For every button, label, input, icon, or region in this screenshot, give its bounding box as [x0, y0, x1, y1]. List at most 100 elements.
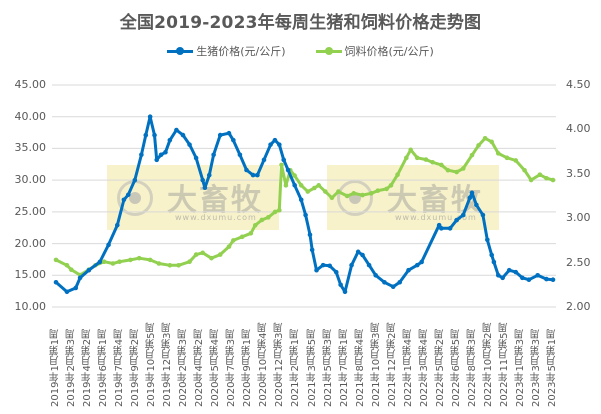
data-point-marker[interactable]: [349, 262, 354, 268]
data-point-marker[interactable]: [86, 267, 92, 273]
data-point-marker[interactable]: [136, 255, 142, 261]
data-point-marker[interactable]: [180, 132, 186, 138]
data-point-marker[interactable]: [467, 195, 473, 201]
data-point-marker[interactable]: [414, 262, 420, 268]
data-point-marker[interactable]: [285, 167, 291, 173]
data-point-marker[interactable]: [209, 255, 214, 261]
data-point-marker[interactable]: [231, 137, 236, 143]
legend-item-pig-price[interactable]: 生猪价格(元/公斤): [167, 43, 286, 59]
data-point-marker[interactable]: [202, 185, 208, 191]
data-point-marker[interactable]: [414, 155, 420, 161]
data-point-marker[interactable]: [520, 275, 525, 281]
data-point-marker[interactable]: [395, 172, 400, 177]
data-point-marker[interactable]: [176, 262, 181, 268]
data-point-marker[interactable]: [303, 212, 308, 218]
data-point-marker[interactable]: [550, 177, 556, 183]
data-point-marker[interactable]: [255, 172, 260, 178]
data-point-marker[interactable]: [489, 139, 494, 145]
data-point-marker[interactable]: [316, 183, 322, 188]
data-point-marker[interactable]: [366, 262, 372, 268]
data-point-marker[interactable]: [314, 267, 319, 273]
data-point-marker[interactable]: [482, 135, 488, 141]
data-point-marker[interactable]: [309, 247, 315, 253]
data-point-marker[interactable]: [355, 249, 361, 255]
data-point-marker[interactable]: [312, 185, 317, 191]
data-point-marker[interactable]: [125, 192, 131, 198]
data-point-marker[interactable]: [474, 202, 479, 208]
data-point-marker[interactable]: [226, 130, 232, 136]
data-point-marker[interactable]: [143, 132, 149, 138]
data-point-marker[interactable]: [152, 132, 157, 138]
data-point-marker[interactable]: [217, 252, 223, 257]
data-point-marker[interactable]: [121, 197, 127, 203]
data-point-marker[interactable]: [200, 177, 205, 183]
data-point-marker[interactable]: [128, 257, 133, 263]
data-point-marker[interactable]: [281, 157, 287, 163]
data-point-marker[interactable]: [239, 234, 245, 240]
data-point-marker[interactable]: [158, 152, 164, 158]
data-point-marker[interactable]: [384, 186, 389, 192]
data-point-marker[interactable]: [259, 217, 265, 223]
data-point-marker[interactable]: [156, 261, 162, 266]
data-point-marker[interactable]: [53, 279, 59, 285]
data-point-marker[interactable]: [272, 209, 278, 215]
data-point-marker[interactable]: [322, 189, 328, 194]
data-point-marker[interactable]: [279, 162, 284, 168]
data-point-marker[interactable]: [193, 252, 199, 257]
data-point-marker[interactable]: [106, 242, 111, 248]
data-point-marker[interactable]: [390, 284, 396, 290]
data-point-marker[interactable]: [277, 142, 282, 147]
data-point-marker[interactable]: [167, 262, 173, 268]
data-point-marker[interactable]: [513, 158, 519, 163]
data-point-marker[interactable]: [388, 183, 394, 188]
data-point-marker[interactable]: [292, 173, 297, 178]
data-point-marker[interactable]: [368, 191, 374, 196]
data-point-marker[interactable]: [187, 142, 192, 147]
data-point-marker[interactable]: [351, 191, 357, 196]
data-point-marker[interactable]: [298, 183, 304, 188]
data-point-marker[interactable]: [506, 267, 512, 273]
data-point-marker[interactable]: [550, 277, 556, 283]
data-point-marker[interactable]: [206, 172, 212, 178]
data-point-marker[interactable]: [333, 269, 339, 275]
data-point-marker[interactable]: [252, 223, 258, 228]
data-point-marker[interactable]: [544, 276, 549, 282]
data-point-marker[interactable]: [382, 279, 387, 285]
data-point-marker[interactable]: [132, 177, 138, 183]
data-point-marker[interactable]: [485, 237, 490, 243]
data-point-marker[interactable]: [500, 275, 505, 281]
data-point-marker[interactable]: [544, 175, 549, 181]
data-point-marker[interactable]: [460, 212, 466, 218]
data-point-marker[interactable]: [97, 259, 103, 265]
data-point-marker[interactable]: [307, 232, 313, 237]
data-point-marker[interactable]: [139, 152, 144, 158]
data-point-marker[interactable]: [430, 159, 435, 165]
data-point-marker[interactable]: [445, 167, 451, 173]
data-point-marker[interactable]: [495, 272, 501, 278]
data-point-marker[interactable]: [375, 188, 381, 193]
legend-item-feed-price[interactable]: 饲料价格(元/公斤): [315, 43, 434, 59]
data-point-marker[interactable]: [53, 257, 59, 263]
data-point-marker[interactable]: [419, 259, 424, 265]
data-point-marker[interactable]: [154, 157, 160, 163]
data-point-marker[interactable]: [460, 166, 466, 171]
data-point-marker[interactable]: [244, 167, 249, 173]
data-point-marker[interactable]: [528, 177, 534, 183]
data-point-marker[interactable]: [469, 190, 475, 196]
data-point-marker[interactable]: [277, 207, 282, 213]
data-point-marker[interactable]: [338, 282, 343, 288]
data-point-marker[interactable]: [248, 230, 254, 236]
data-point-marker[interactable]: [329, 195, 335, 201]
data-point-marker[interactable]: [69, 267, 74, 273]
data-point-marker[interactable]: [491, 259, 497, 265]
data-point-marker[interactable]: [489, 252, 494, 258]
data-point-marker[interactable]: [167, 137, 173, 143]
data-point-marker[interactable]: [231, 238, 236, 243]
data-point-marker[interactable]: [298, 197, 304, 203]
data-point-marker[interactable]: [513, 269, 519, 275]
data-point-marker[interactable]: [226, 244, 232, 249]
data-point-marker[interactable]: [469, 152, 475, 158]
data-point-marker[interactable]: [272, 137, 278, 143]
data-point-marker[interactable]: [439, 162, 444, 168]
data-point-marker[interactable]: [193, 155, 199, 161]
